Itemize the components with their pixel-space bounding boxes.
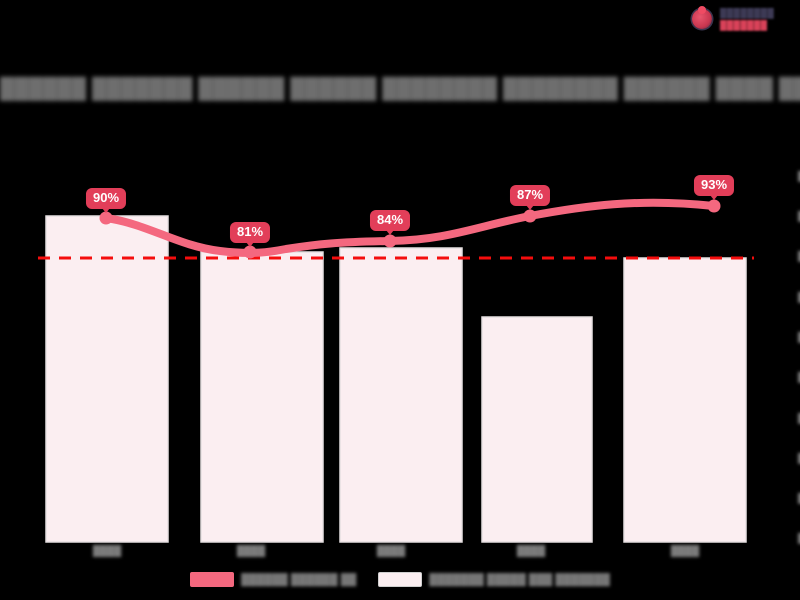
line-markers [99, 199, 721, 259]
legend-item-line[interactable]: ██████ ██████ ██ [190, 572, 356, 587]
logo-word-line-2: ███████ [720, 20, 768, 30]
y-axis-right-tick: ████ [798, 453, 800, 463]
circle-globe-icon [690, 6, 716, 32]
y-axis-right-tick: ████ [798, 251, 800, 261]
data-label-callout: 90% [85, 188, 127, 213]
logo-wordmark: ████████ ███████ [720, 8, 774, 30]
bar-item[interactable] [481, 316, 593, 543]
y-axis-right-tick: ████ [798, 413, 800, 423]
bar-item[interactable] [200, 251, 324, 543]
x-axis-tick-label: ████ [516, 546, 546, 557]
logo-ring-shape [692, 9, 712, 29]
y-axis-right-tick: ████ [798, 372, 800, 382]
bar-item[interactable] [339, 247, 463, 543]
x-axis-tick-label: ████ [92, 546, 122, 557]
logo-dot-shape [698, 6, 706, 14]
line-series [102, 198, 718, 257]
data-point-marker[interactable] [383, 234, 397, 248]
y-axis-right-tick: ████ [798, 493, 800, 503]
x-axis-tick-label: ████ [376, 546, 406, 557]
legend-label: ██████ ██████ ██ [241, 573, 357, 586]
y-axis-right-tick: ████ [798, 332, 800, 342]
chart-svg [38, 198, 754, 543]
data-label-callout: 87% [509, 185, 551, 210]
bar-series [45, 215, 747, 543]
y-axis-right-tick: ████ [798, 171, 800, 181]
chart-title: ██████ ███████ ██████ ██████ ████████ ██… [0, 78, 800, 100]
chart-plot-area: ██ ██ ██ ██ ██ ██ ██ ██ ██ ██ ████ ████ … [38, 168, 800, 543]
logo-word-line-1: ████████ [720, 8, 775, 18]
data-label-callout: 81% [229, 222, 271, 247]
data-point-marker[interactable] [99, 211, 113, 225]
data-point-marker[interactable] [523, 209, 537, 223]
legend-swatch-bar-icon [378, 572, 423, 587]
y-axis-right-tick: ████ [798, 211, 800, 221]
data-label-callout: 93% [693, 175, 735, 200]
x-axis-tick-label: ████ [670, 546, 700, 557]
legend-swatch-line-icon [190, 572, 235, 587]
bar-item[interactable] [623, 257, 747, 543]
y-axis-right-tick: ████ [798, 292, 800, 302]
data-label-callout: 84% [369, 210, 411, 235]
legend-item-bar[interactable]: ███████ █████ ███ ███████ [378, 572, 610, 587]
legend-label: ███████ █████ ███ ███████ [429, 573, 610, 586]
x-axis-tick-label: ████ [236, 546, 266, 557]
y-axis-right-tick: ████ [798, 533, 800, 543]
chart-legend: ██████ ██████ ██ ███████ █████ ███ █████… [0, 572, 800, 587]
bar-item[interactable] [45, 215, 169, 543]
data-point-marker[interactable] [707, 199, 721, 213]
brand-logo: ████████ ███████ [690, 4, 794, 34]
data-point-marker[interactable] [243, 245, 257, 259]
